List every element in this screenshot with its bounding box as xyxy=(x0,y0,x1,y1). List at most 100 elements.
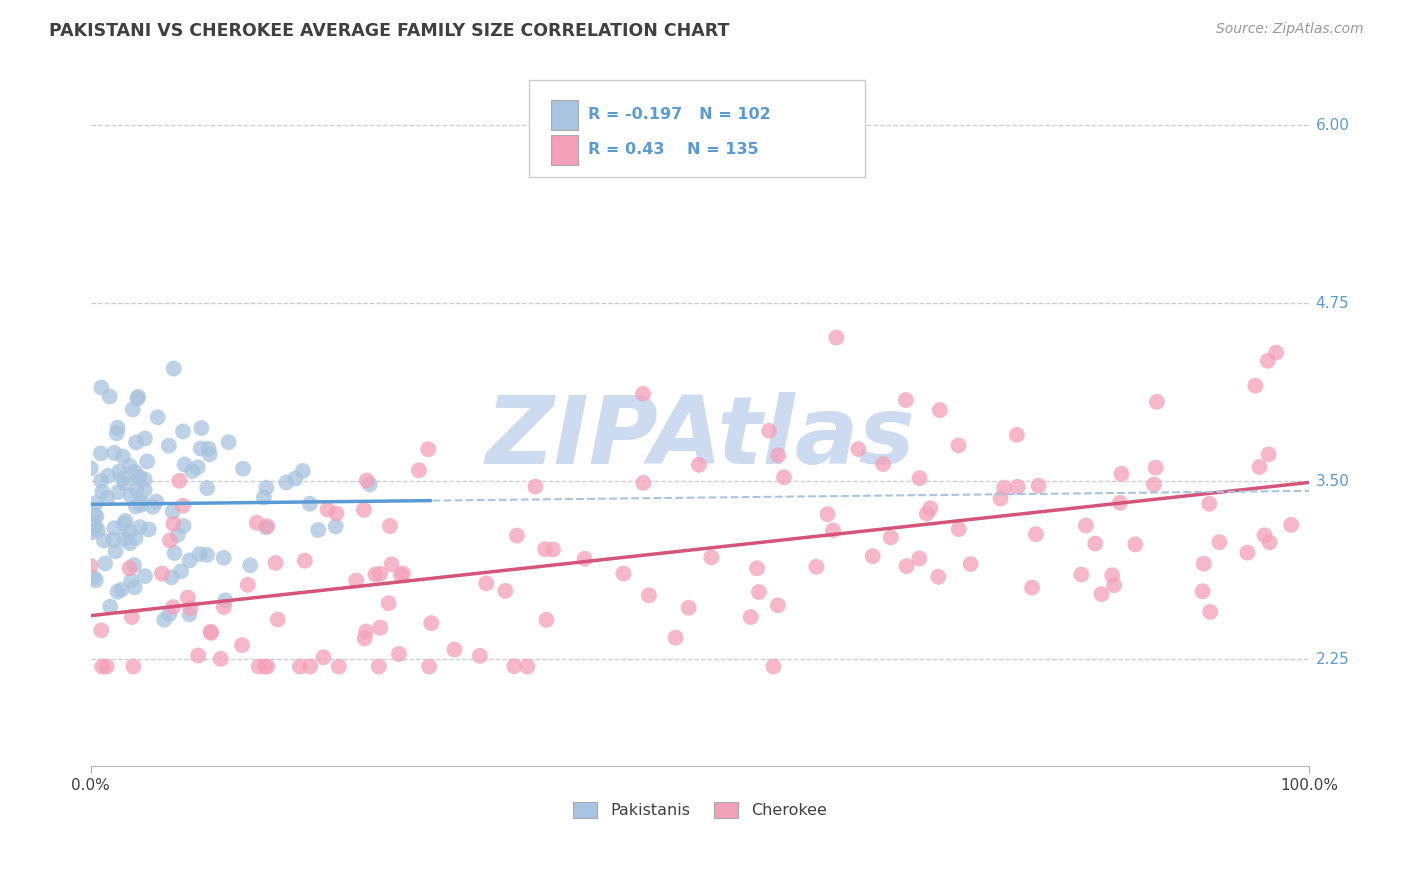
Point xyxy=(214,593,236,607)
Point xyxy=(377,596,399,610)
Point xyxy=(129,520,152,534)
Point xyxy=(1191,584,1213,599)
Point xyxy=(920,501,942,516)
Point xyxy=(114,476,136,491)
Point xyxy=(1021,581,1043,595)
Point xyxy=(1102,578,1125,592)
Point xyxy=(1090,587,1112,601)
Point xyxy=(121,610,143,624)
Point xyxy=(1025,527,1047,541)
Point xyxy=(90,474,112,488)
Point xyxy=(468,648,491,663)
Point xyxy=(328,659,350,673)
Point xyxy=(231,638,253,652)
Text: R = -0.197   N = 102: R = -0.197 N = 102 xyxy=(588,107,770,122)
Point xyxy=(129,498,152,512)
Point xyxy=(745,561,768,575)
Point xyxy=(378,519,401,533)
Point xyxy=(134,483,156,498)
Point xyxy=(817,507,839,521)
Point xyxy=(631,386,654,401)
Point xyxy=(325,519,347,533)
Legend: Pakistanis, Cherokee: Pakistanis, Cherokee xyxy=(567,795,834,824)
Point xyxy=(124,531,146,545)
Point xyxy=(170,564,193,578)
Point xyxy=(494,583,516,598)
Point xyxy=(198,447,221,461)
Point xyxy=(1007,480,1029,494)
Point xyxy=(187,460,209,475)
Text: 4.75: 4.75 xyxy=(1316,296,1350,311)
Point xyxy=(84,519,107,533)
Point xyxy=(127,392,149,406)
Point xyxy=(367,659,389,673)
Point xyxy=(107,420,129,434)
Point xyxy=(740,610,762,624)
Point xyxy=(418,659,440,673)
Point xyxy=(408,463,430,477)
Point xyxy=(1084,536,1107,550)
Point xyxy=(1005,428,1028,442)
Point xyxy=(253,659,276,673)
Point xyxy=(253,491,276,505)
Point xyxy=(122,558,145,572)
Point xyxy=(195,548,218,562)
Point xyxy=(246,516,269,530)
Point xyxy=(91,484,114,499)
Point xyxy=(84,574,107,588)
Text: 3.50: 3.50 xyxy=(1316,474,1350,489)
FancyBboxPatch shape xyxy=(530,80,865,177)
Point xyxy=(534,542,557,557)
Point xyxy=(768,448,790,462)
Point xyxy=(1236,546,1258,560)
Point xyxy=(353,632,375,646)
Point xyxy=(172,425,194,439)
Point xyxy=(1257,447,1279,461)
Point xyxy=(344,574,367,588)
Point xyxy=(284,472,307,486)
Point xyxy=(114,514,136,528)
Text: PAKISTANI VS CHEROKEE AVERAGE FAMILY SIZE CORRELATION CHART: PAKISTANI VS CHEROKEE AVERAGE FAMILY SIZ… xyxy=(49,22,730,40)
Point xyxy=(86,509,108,524)
Point xyxy=(163,361,186,376)
Point xyxy=(112,516,135,531)
Point xyxy=(91,659,114,673)
Point xyxy=(862,549,884,563)
Point xyxy=(195,481,218,495)
Point xyxy=(239,558,262,573)
Point xyxy=(153,613,176,627)
Point xyxy=(97,468,120,483)
Point xyxy=(846,442,869,456)
Point xyxy=(90,380,112,394)
Point xyxy=(162,600,184,615)
Point xyxy=(368,621,391,635)
Point xyxy=(990,491,1012,506)
Point xyxy=(94,557,117,571)
Point xyxy=(134,569,156,583)
Text: ZIPAtlas: ZIPAtlas xyxy=(485,392,915,484)
Point xyxy=(90,624,112,638)
Point xyxy=(169,474,191,488)
Point xyxy=(1198,497,1220,511)
Point xyxy=(312,650,335,665)
Point xyxy=(79,558,101,573)
Point xyxy=(172,499,194,513)
Point xyxy=(103,446,125,460)
Point xyxy=(128,469,150,483)
Point xyxy=(157,439,180,453)
Point xyxy=(120,488,142,502)
Point xyxy=(1123,537,1146,551)
Point xyxy=(96,659,118,673)
Point xyxy=(200,624,222,639)
Point xyxy=(197,442,219,456)
Point xyxy=(86,523,108,537)
Point xyxy=(516,659,538,673)
Point xyxy=(748,585,770,599)
Point xyxy=(111,471,134,485)
Point xyxy=(1143,477,1166,491)
Point xyxy=(288,659,311,673)
Point xyxy=(187,648,209,663)
Point xyxy=(209,652,232,666)
Point xyxy=(83,570,105,584)
Point xyxy=(157,607,180,622)
